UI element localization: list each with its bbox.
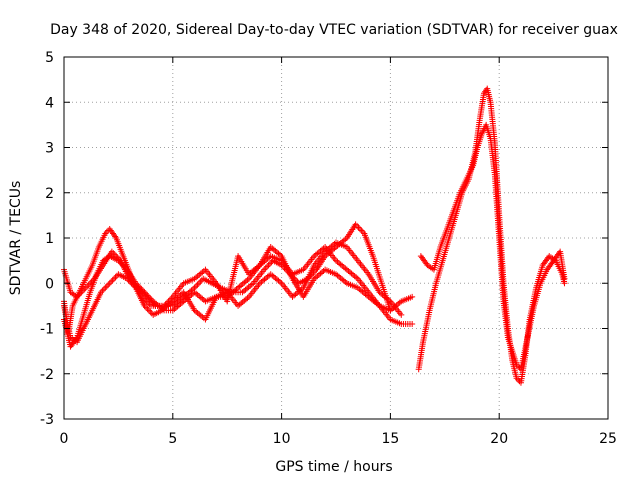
data-point — [108, 278, 115, 285]
data-point — [409, 293, 416, 300]
series-track-f — [417, 121, 568, 373]
data-point — [262, 265, 269, 272]
x-tick-label: 5 — [168, 431, 177, 447]
x-tick-label: 15 — [381, 431, 399, 447]
x-axis-ticks: 0 5 10 15 20 25 — [60, 57, 617, 447]
data-point — [398, 311, 405, 318]
y-tick-label: 4 — [45, 95, 54, 111]
data-point — [193, 283, 200, 290]
data-point — [265, 262, 272, 269]
y-tick-label: 2 — [45, 186, 54, 202]
x-tick-label: 0 — [60, 431, 69, 447]
data-marks — [61, 85, 568, 386]
data-point — [355, 224, 362, 231]
chart-title: Day 348 of 2020, Sidereal Day-to-day VTE… — [50, 22, 618, 38]
data-point — [103, 283, 110, 290]
data-point — [409, 320, 416, 327]
data-point — [194, 281, 201, 288]
y-tick-label: -2 — [40, 367, 54, 383]
data-point — [100, 286, 107, 293]
y-tick-label: 3 — [45, 141, 54, 157]
data-point — [109, 277, 116, 284]
data-point — [105, 281, 112, 288]
data-point — [106, 280, 113, 287]
x-axis-label: GPS time / hours — [275, 459, 392, 475]
series-track-e — [415, 85, 568, 386]
data-point — [561, 275, 568, 282]
y-tick-label: 1 — [45, 231, 54, 247]
y-tick-label: -3 — [40, 412, 54, 428]
y-tick-label: 0 — [45, 276, 54, 292]
y-tick-label: 5 — [45, 50, 54, 66]
x-tick-label: 10 — [273, 431, 291, 447]
data-point — [111, 275, 118, 282]
x-tick-label: 25 — [599, 431, 617, 447]
data-point — [358, 227, 365, 234]
grid-lines — [64, 57, 608, 419]
data-point — [102, 284, 109, 291]
data-point — [264, 263, 271, 270]
series-track-d — [61, 239, 405, 346]
y-axis-label: SDTVAR / TECUs — [8, 181, 24, 296]
y-tick-label: -1 — [40, 322, 54, 338]
y-axis-ticks: -3 -2 -1 0 1 2 3 4 5 — [40, 50, 608, 428]
data-point — [356, 225, 363, 232]
data-point — [195, 280, 202, 287]
x-tick-label: 20 — [490, 431, 508, 447]
